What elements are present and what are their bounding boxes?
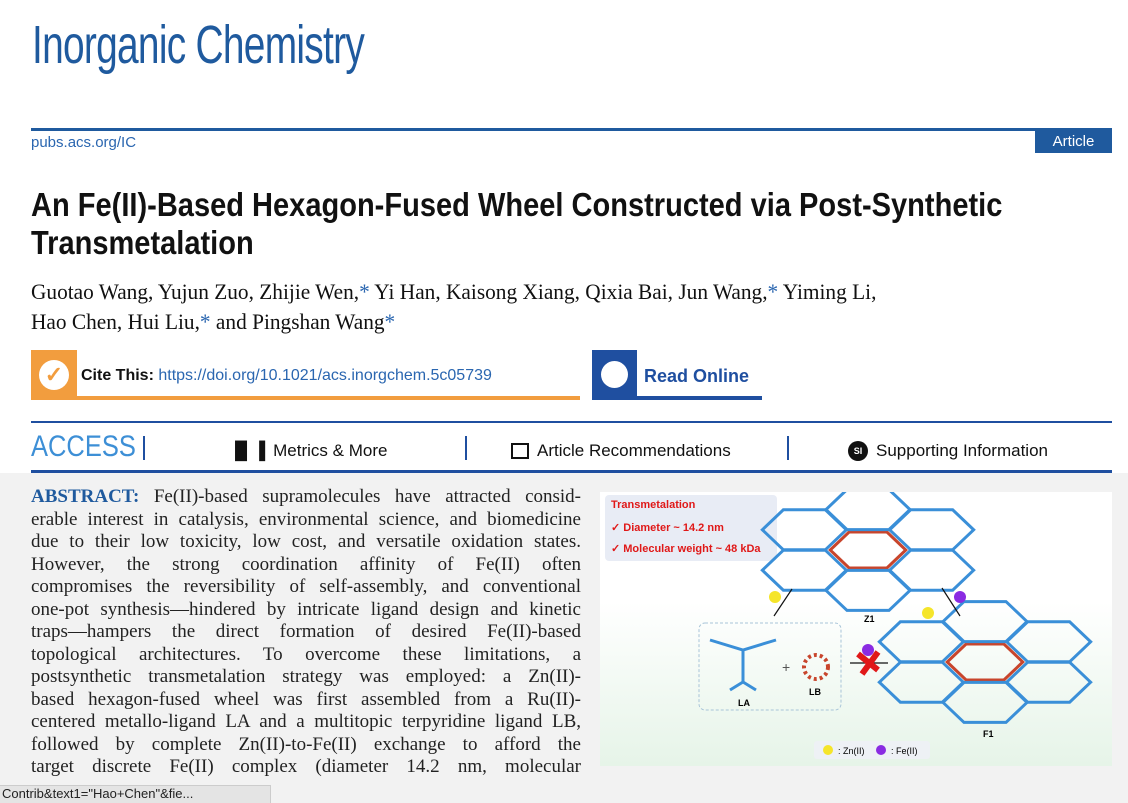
hexagon-ring: [887, 508, 976, 552]
cite-this-box: ✓ Cite This: https://doi.org/10.1021/acs…: [31, 350, 580, 400]
label-z1: Z1: [864, 614, 875, 624]
bar-chart-icon: ▐▌▐: [229, 441, 266, 460]
toc-graphic[interactable]: Transmetalation ✓ Diameter ~ 14.2 nm ✓ M…: [600, 492, 1112, 766]
corresponding-star[interactable]: *: [767, 279, 779, 304]
plus-sign: +: [782, 659, 790, 675]
globe-icon: [592, 350, 637, 400]
abstract-line: due to their low toxicity, low cost, and…: [31, 531, 581, 552]
legend-fe: : Fe(II): [891, 746, 918, 756]
abstract-line: target discrete Fe(II) complex (diameter…: [31, 756, 581, 777]
arrow: [773, 588, 793, 617]
divider: [143, 436, 145, 460]
hexagon-ring: [877, 660, 966, 704]
tab-recommendations[interactable]: Article Recommendations: [511, 441, 731, 461]
zn-ion: [922, 607, 934, 619]
tab-supporting-info[interactable]: SI Supporting Information: [848, 441, 1048, 461]
abstract-line: postsynthetic transmetalation strategy w…: [31, 666, 581, 687]
hexagon-ring: [1004, 620, 1093, 664]
abstract-line: erable interest in catalysis, environmen…: [31, 508, 581, 530]
label-la: LA: [738, 698, 750, 708]
divider: [787, 436, 789, 460]
tab-metrics[interactable]: ▐▌▐ Metrics & More: [229, 441, 387, 461]
si-icon: SI: [848, 441, 868, 461]
authors-text[interactable]: Yiming Li,: [778, 279, 877, 304]
divider: [31, 128, 1112, 131]
authors-text[interactable]: and Pingshan Wang: [210, 309, 385, 334]
authors-text[interactable]: Yi Han, Kaisong Xiang, Qixia Bai, Jun Wa…: [369, 279, 768, 304]
la-ligand: [709, 638, 777, 692]
tab-label[interactable]: Metrics & More: [273, 441, 388, 460]
tab-label[interactable]: Supporting Information: [876, 441, 1048, 460]
author-list: Guotao Wang, Yujun Zuo, Zhijie Wen,* Yi …: [31, 277, 876, 337]
abstract-line: topological architectures. To overcome t…: [31, 643, 581, 665]
article-title: An Fe(II)-Based Hexagon-Fused Wheel Cons…: [31, 186, 1003, 261]
cite-label: Cite This:: [81, 367, 154, 384]
checkmark-icon: ✓: [31, 350, 77, 400]
doi-link[interactable]: https://doi.org/10.1021/acs.inorgchem.5c…: [158, 367, 492, 384]
label-f1: F1: [983, 729, 994, 739]
corresponding-star[interactable]: *: [384, 309, 396, 334]
journal-url-link[interactable]: pubs.acs.org/IC: [31, 134, 137, 151]
corresponding-star[interactable]: *: [199, 309, 211, 334]
read-online-button[interactable]: Read Online: [592, 350, 762, 400]
authors-text[interactable]: Hao Chen, Hui Liu,: [31, 309, 200, 334]
journal-logo[interactable]: Inorganic Chemistry: [32, 15, 365, 75]
label-lb: LB: [809, 687, 821, 697]
hexagon-ring: [945, 642, 1025, 682]
corresponding-star[interactable]: *: [359, 279, 370, 304]
hexagon-ring: [828, 530, 908, 570]
abstract-line: based hexagon-fused wheel was first asse…: [31, 688, 581, 710]
abstract-label: ABSTRACT:: [31, 486, 140, 507]
arrow: [941, 587, 961, 617]
status-bar-url: Contrib&text1="Hao+Chen"&fie...: [0, 785, 271, 803]
info-bullet: ✓ Molecular weight ~ 48 kDa: [611, 543, 761, 555]
toc-svg: Transmetalation ✓ Diameter ~ 14.2 nm ✓ M…: [605, 492, 1093, 759]
info-title: Transmetalation: [611, 499, 696, 511]
info-box: [605, 495, 777, 561]
lb-ligand: [802, 653, 830, 681]
abstract: ABSTRACT: Fe(II)-based supramolecules ha…: [31, 486, 581, 779]
abstract-line: one-pot synthesis—hindered by intricate …: [31, 598, 581, 620]
legend-zn: : Zn(II): [838, 746, 865, 756]
legend-zn-swatch: [823, 745, 833, 755]
ligand-box: [698, 622, 842, 711]
divider: [31, 421, 1112, 423]
divider: [465, 436, 467, 460]
authors-text[interactable]: Guotao Wang, Yujun Zuo, Zhijie Wen,: [31, 279, 360, 304]
scissors-icon: [856, 650, 881, 676]
abstract-line: followed by complete Zn(II)-to-Fe(II) ex…: [31, 733, 581, 755]
article-header: Inorganic Chemistry pubs.acs.org/IC Arti…: [0, 0, 1128, 473]
newspaper-icon: [511, 443, 529, 459]
hexagon-ring: [760, 548, 849, 592]
article-type-badge: Article: [1035, 131, 1112, 153]
abstract-line: compromises the reversibility of self-as…: [31, 576, 581, 597]
fe-ion: [862, 644, 874, 656]
legend-box: [814, 741, 930, 759]
access-label: ACCESS: [31, 430, 136, 463]
tab-label[interactable]: Article Recommendations: [537, 441, 731, 460]
divider: [31, 470, 1112, 473]
fe-ion: [954, 591, 966, 603]
abstract-line: traps—hampers the direct formation of de…: [31, 621, 581, 642]
abstract-line: However, the strong coordination affinit…: [31, 553, 581, 575]
legend-fe-swatch: [876, 745, 886, 755]
read-online-label[interactable]: Read Online: [644, 366, 750, 386]
info-bullet: ✓ Diameter ~ 14.2 nm: [611, 522, 724, 534]
zn-ion: [769, 591, 781, 603]
abstract-line: centered metallo-ligand LA and a multito…: [31, 711, 581, 732]
abstract-line: ABSTRACT: Fe(II)-based supramolecules ha…: [31, 486, 581, 507]
